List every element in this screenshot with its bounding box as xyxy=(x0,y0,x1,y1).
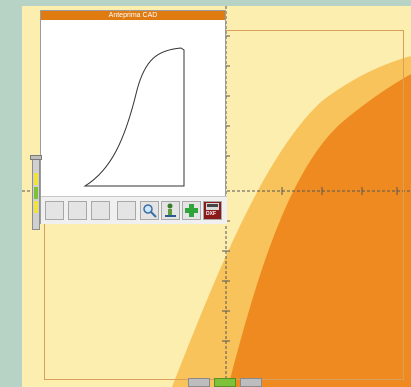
profile-plot xyxy=(22,6,411,387)
toolbar-blank-button-4[interactable] xyxy=(117,201,136,220)
dxf-label: DXF xyxy=(206,211,216,217)
bottom-tab-2[interactable] xyxy=(214,378,236,387)
slider-handle[interactable] xyxy=(30,155,42,160)
zoom-button[interactable] xyxy=(140,201,159,220)
dxf-export-icon xyxy=(206,203,219,210)
pan-tool-icon xyxy=(165,203,176,217)
toolbar-blank-button-3[interactable] xyxy=(91,201,110,220)
add-button[interactable] xyxy=(182,201,201,220)
bottom-tab-1[interactable] xyxy=(188,378,210,387)
preview-toolbar: DXF xyxy=(41,196,227,224)
axis-ticks xyxy=(222,35,398,342)
export-dxf-button[interactable]: DXF xyxy=(203,201,222,220)
preview-profile xyxy=(83,47,185,187)
bottom-tab-3[interactable] xyxy=(240,378,262,387)
inner-profile-fill xyxy=(228,74,411,387)
bottom-tab-strip xyxy=(188,378,264,387)
toolbar-blank-button-2[interactable] xyxy=(68,201,87,220)
preview-title: Anteprima CAD xyxy=(41,11,225,20)
vertical-zoom-slider[interactable] xyxy=(30,155,42,230)
magnifier-icon xyxy=(143,204,157,218)
slider-segment-yellow xyxy=(34,173,38,185)
slider-segment-yellow-2 xyxy=(34,201,38,213)
plus-icon xyxy=(185,204,198,217)
pan-button[interactable] xyxy=(161,201,180,220)
cad-preview-window[interactable]: Anteprima CAD xyxy=(40,10,227,224)
slider-segment-green xyxy=(34,187,38,199)
toolbar-blank-button-1[interactable] xyxy=(45,201,64,220)
